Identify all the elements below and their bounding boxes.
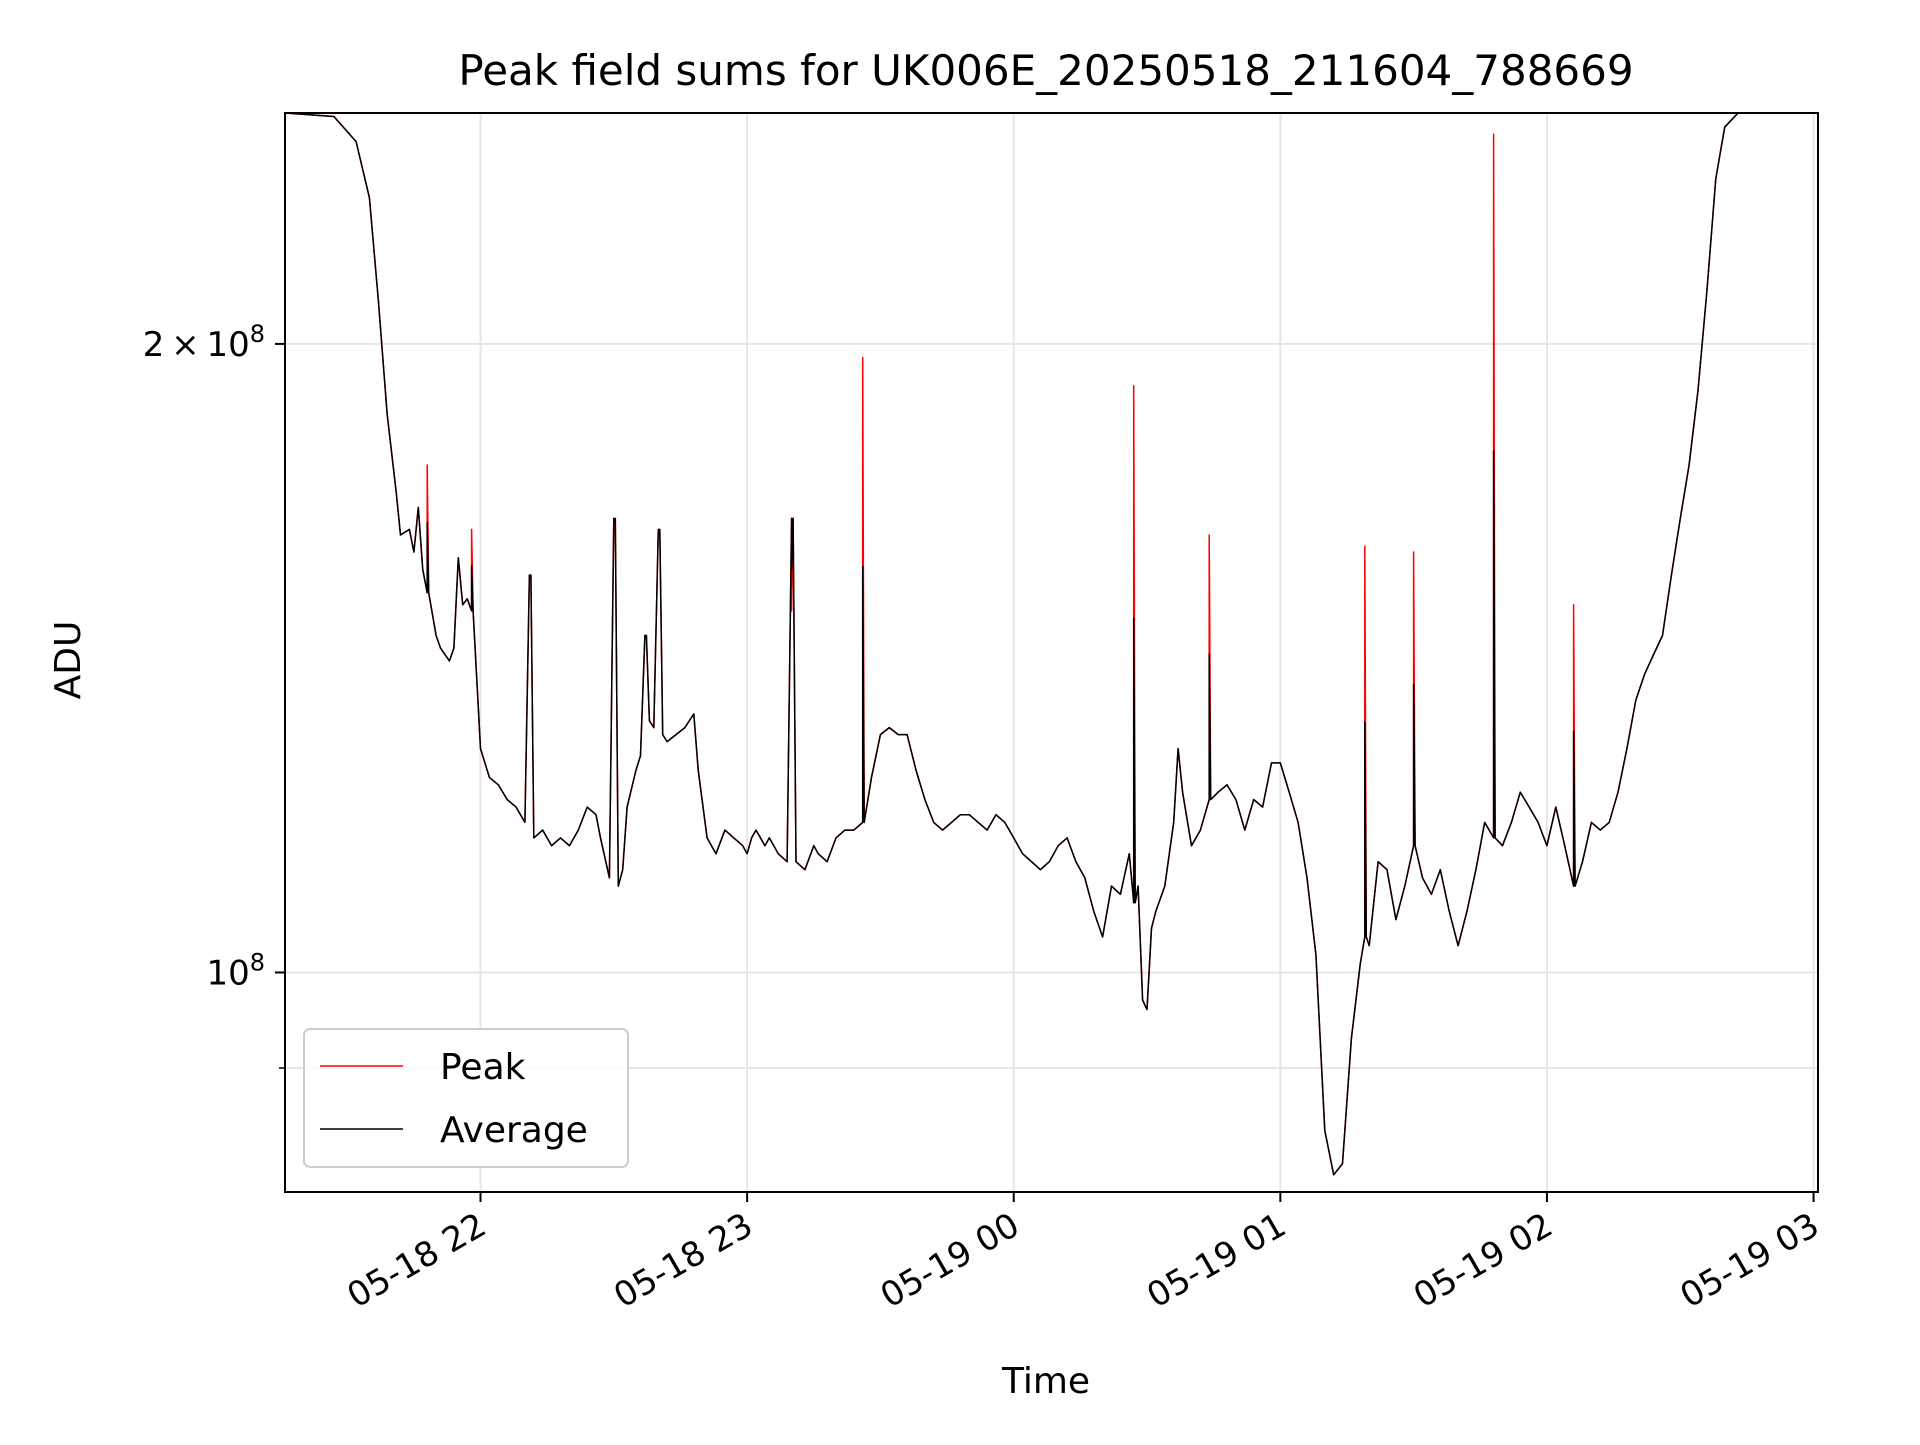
y-axis-label: ADU [48, 621, 89, 700]
y-tick-label: 108 [206, 948, 265, 993]
chart-title: Peak field sums for UK006E_20250518_2116… [458, 46, 1633, 95]
series-line-average [284, 112, 1818, 1176]
y-axis-ticks: 108 2 × 108 [143, 320, 285, 1069]
x-axis-label: Time [1001, 1361, 1090, 1402]
legend-label-peak: Peak [440, 1047, 526, 1088]
y-tick-label: 2 × 108 [143, 320, 265, 365]
legend-label-average: Average [440, 1110, 588, 1151]
series-lines [284, 112, 1818, 1176]
axes-frame [284, 112, 1819, 1193]
legend-box [303, 1028, 629, 1168]
legend: Peak Average [303, 1028, 629, 1168]
